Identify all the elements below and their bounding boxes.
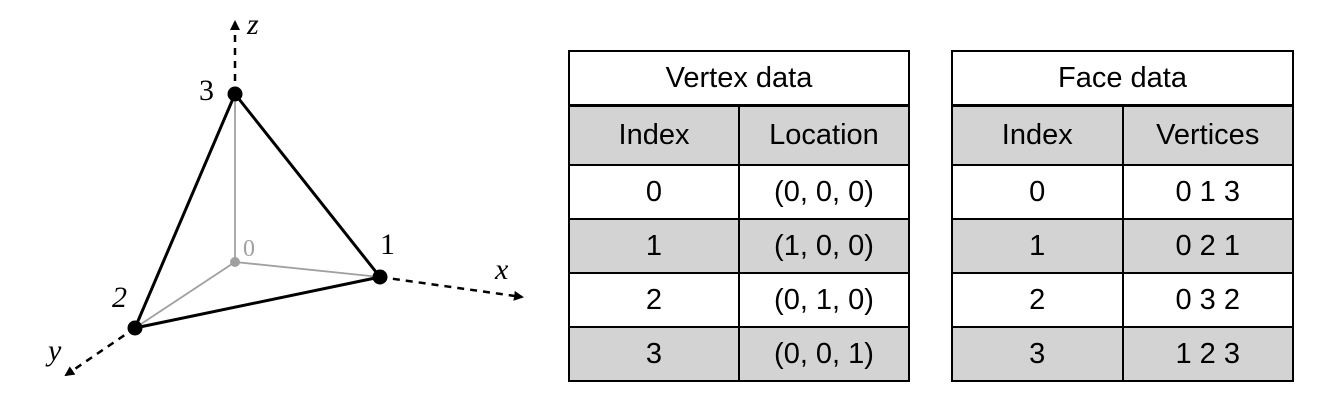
vertex-location-cell: (0, 1, 0) — [738, 272, 910, 327]
table-row: 2 (0, 1, 0) — [568, 272, 910, 327]
face-index-cell: 2 — [951, 272, 1124, 327]
vertex-index-cell: 2 — [568, 272, 740, 327]
vertex-table-header-index: Index — [568, 105, 740, 166]
table-row: 0 0 1 3 — [951, 164, 1294, 219]
vertex-table-header-location: Location — [738, 105, 910, 166]
face-vertices-cell: 0 1 3 — [1121, 164, 1294, 219]
edge-3-1 — [233, 93, 382, 278]
tetrahedron-diagram: 0 1 2 3 z x y — [45, 8, 524, 377]
table-row: 1 (1, 0, 0) — [568, 218, 910, 273]
x-axis-label: x — [494, 253, 509, 286]
face-index-cell: 1 — [951, 218, 1124, 273]
vertex-3-dot — [227, 86, 243, 102]
vertex-data-table: Vertex data Index Location 0 (0, 0, 0) 1… — [568, 50, 910, 382]
vertex-2-dot — [127, 320, 143, 336]
face-vertices-cell: 1 2 3 — [1121, 326, 1294, 381]
vertex-index-cell: 0 — [568, 164, 740, 219]
vertex-1-label: 1 — [380, 228, 395, 261]
z-axis-label: z — [246, 8, 259, 41]
hidden-edge-0-1 — [234, 261, 381, 278]
vertex-index-cell: 1 — [568, 218, 740, 273]
table-row: 1 0 2 1 — [951, 218, 1294, 273]
y-axis — [64, 326, 136, 377]
table-row: 3 (0, 0, 1) — [568, 326, 910, 381]
vertex-location-cell: (1, 0, 0) — [738, 218, 910, 273]
table-row: 0 (0, 0, 0) — [568, 164, 910, 219]
table-row: 3 1 2 3 — [951, 326, 1294, 381]
y-axis-label: y — [45, 334, 62, 367]
vertex-table-title: Vertex data — [568, 51, 910, 107]
vertex-0-dot — [230, 257, 240, 267]
x-axis — [379, 275, 524, 301]
face-vertices-cell: 0 2 1 — [1121, 218, 1294, 273]
vertex-2-label: 2 — [112, 281, 127, 314]
face-index-cell: 3 — [951, 326, 1124, 381]
face-data-table: Face data Index Vertices 0 0 1 3 1 0 2 1… — [951, 50, 1294, 382]
vertex-3-label: 3 — [199, 74, 214, 107]
table-row: 2 0 3 2 — [951, 272, 1294, 327]
face-table-header-index: Index — [951, 105, 1124, 166]
vertex-1-dot — [372, 269, 388, 285]
face-vertices-cell: 0 3 2 — [1121, 272, 1294, 327]
edge-3-2 — [133, 93, 237, 329]
face-index-cell: 0 — [951, 164, 1124, 219]
face-table-title: Face data — [951, 51, 1294, 107]
vertex-location-cell: (0, 0, 0) — [738, 164, 910, 219]
hidden-edge-0-2 — [134, 261, 236, 329]
edge-2-1 — [134, 275, 381, 330]
vertex-0-label: 0 — [243, 236, 255, 262]
face-table-header-vertices: Vertices — [1121, 105, 1294, 166]
vertex-location-cell: (0, 0, 1) — [738, 326, 910, 381]
vertex-index-cell: 3 — [568, 326, 740, 381]
